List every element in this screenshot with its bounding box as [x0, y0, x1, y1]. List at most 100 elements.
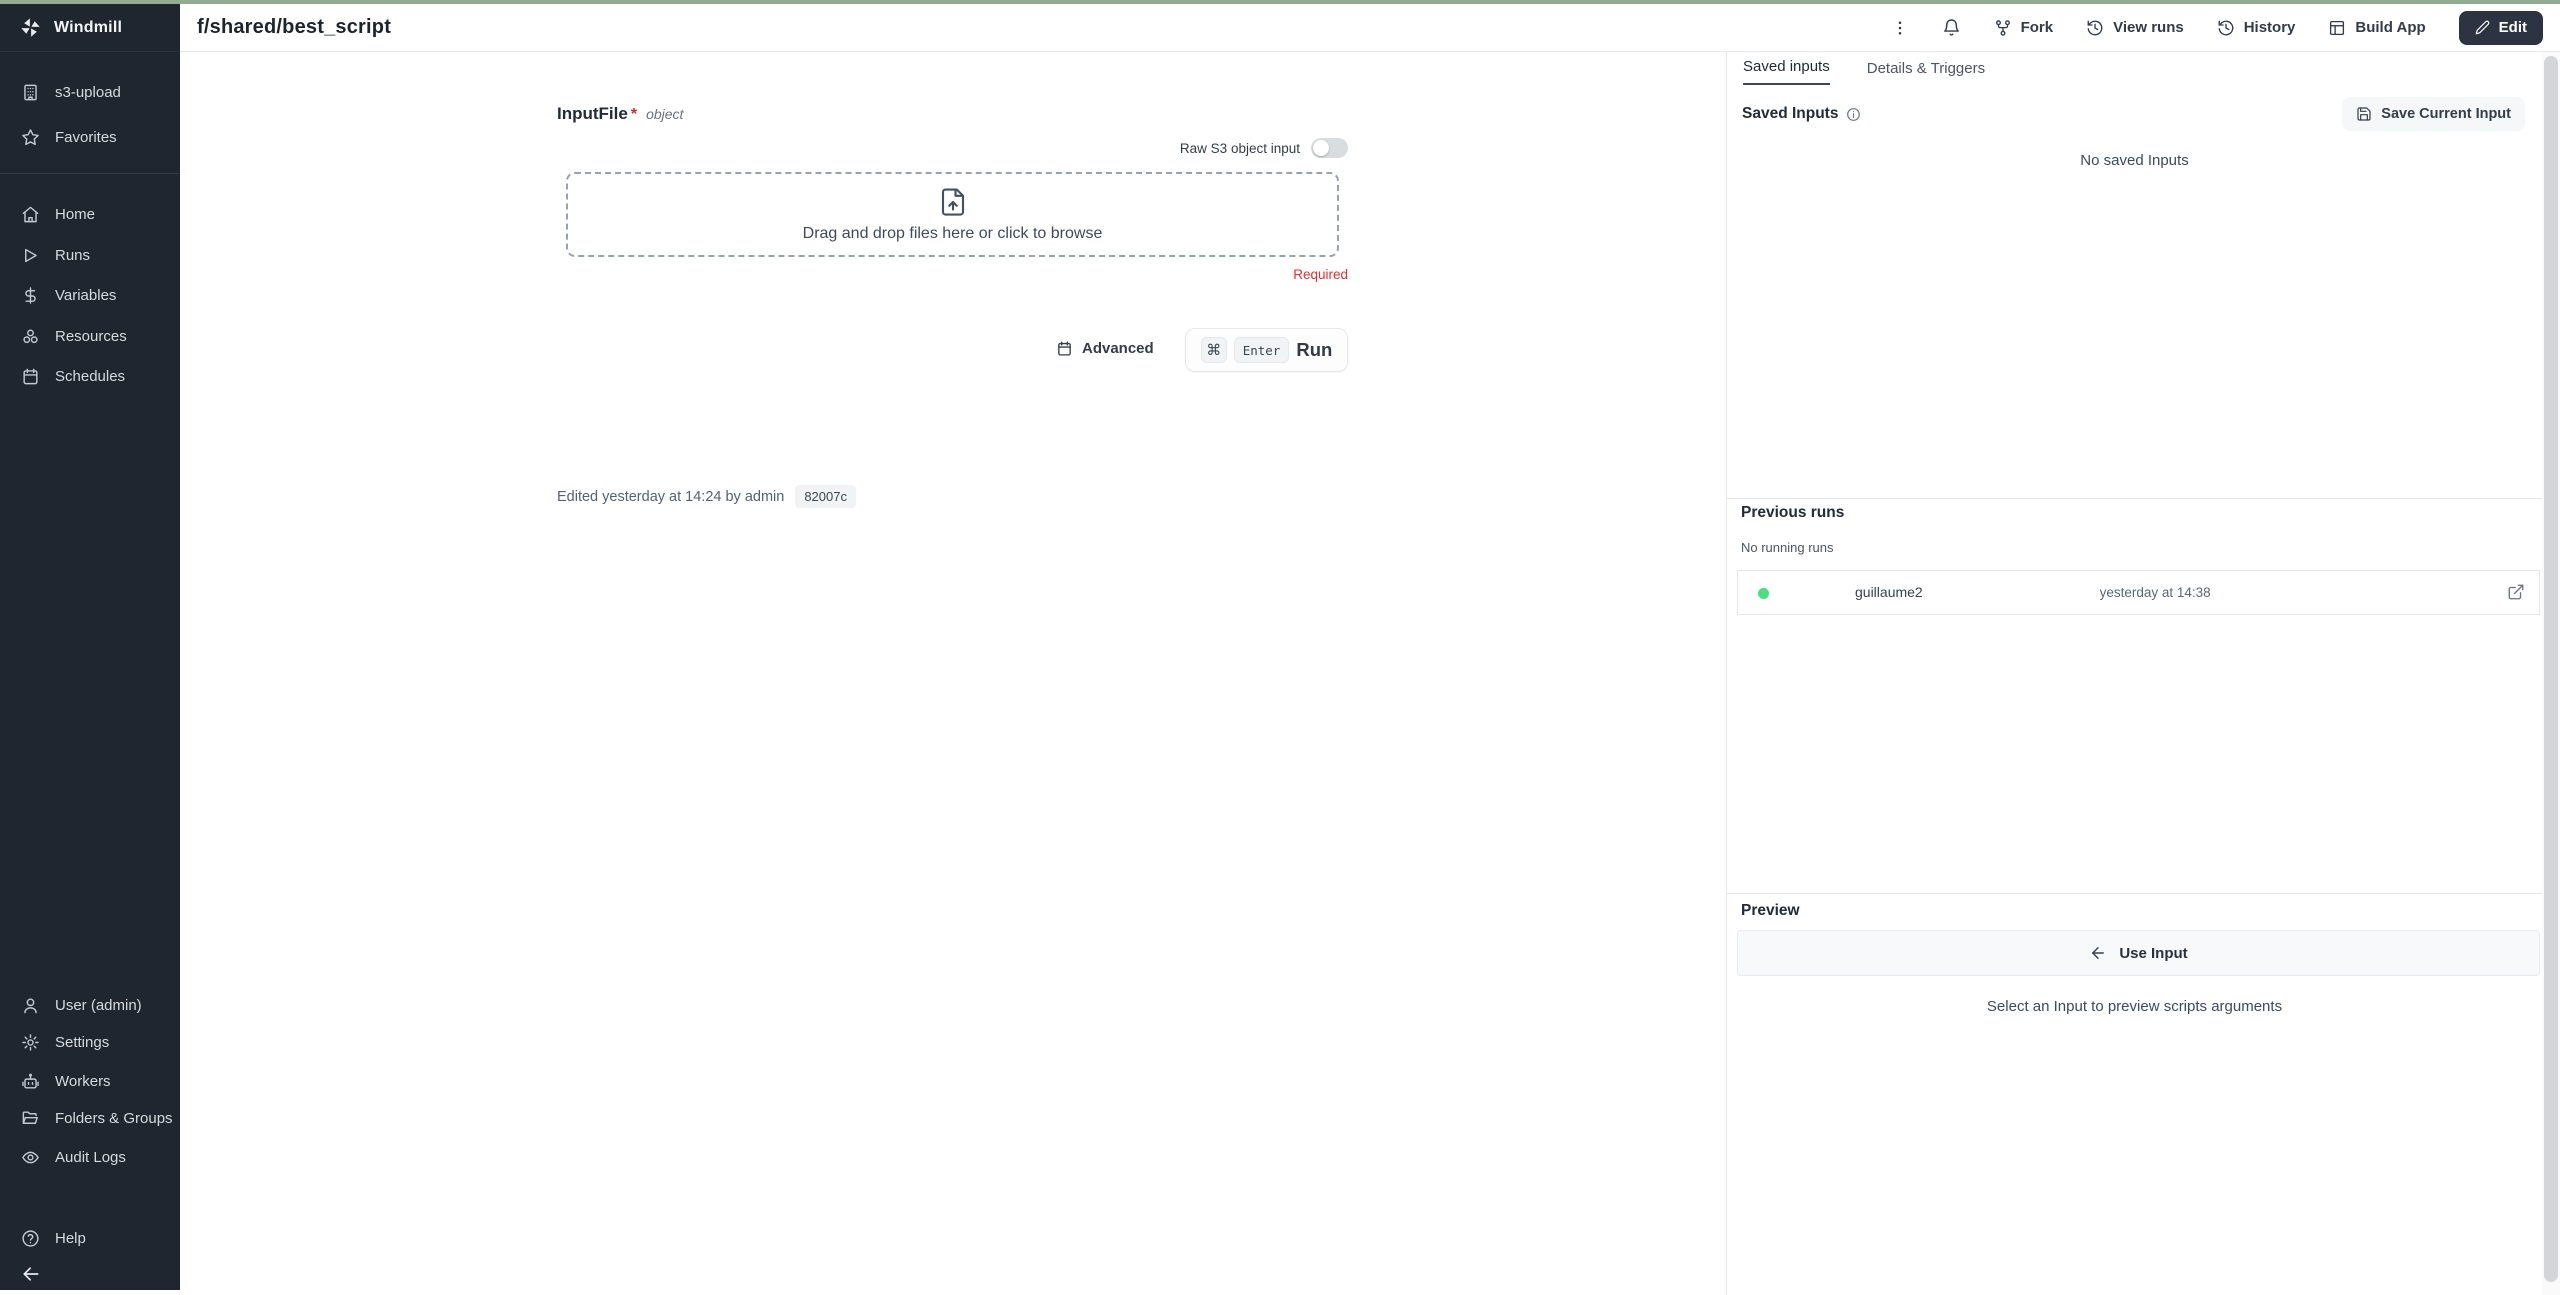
sidebar-item-label: Audit Logs	[55, 1148, 126, 1166]
run-timestamp: yesterday at 14:38	[2099, 585, 2211, 600]
sidebar-item-folders-groups[interactable]: Folders & Groups	[0, 1104, 180, 1132]
advanced-button[interactable]: Advanced	[1056, 340, 1154, 357]
history-clock-icon	[2086, 19, 2104, 37]
tab-saved-inputs[interactable]: Saved inputs	[1743, 58, 1830, 85]
enter-key-chip: Enter	[1233, 337, 1290, 363]
save-icon	[2356, 106, 2372, 122]
view-runs-label: View runs	[2113, 19, 2184, 36]
advanced-label: Advanced	[1082, 340, 1154, 357]
sidebar-item-favorites[interactable]: Favorites	[0, 123, 180, 151]
windmill-logo-icon	[20, 17, 41, 38]
building-icon	[21, 83, 40, 102]
sidebar-item-variables[interactable]: Variables	[0, 281, 180, 309]
sidebar-item-label: Runs	[55, 246, 91, 264]
panel-divider	[1727, 498, 2542, 499]
play-icon	[21, 246, 40, 265]
edit-button[interactable]: Edit	[2458, 10, 2543, 45]
raw-s3-row: Raw S3 object input	[1100, 138, 1348, 158]
history-button[interactable]: History	[2217, 19, 2296, 37]
sidebar-item-home[interactable]: Home	[0, 200, 180, 228]
cmd-key-chip: ⌘	[1200, 337, 1227, 363]
resources-icon	[21, 327, 40, 346]
raw-s3-toggle-label: Raw S3 object input	[1179, 140, 1300, 156]
sidebar-item-label: Resources	[55, 327, 127, 345]
previous-runs-heading: Previous runs	[1741, 504, 1845, 521]
info-icon[interactable]	[1846, 107, 1861, 122]
toggle-knob	[1313, 140, 1329, 156]
tab-details-triggers[interactable]: Details & Triggers	[1866, 60, 1986, 77]
file-dropzone[interactable]: Drag and drop files here or click to bro…	[566, 172, 1339, 257]
edit-label: Edit	[2498, 19, 2527, 36]
required-error: Required	[1293, 267, 1348, 282]
layout-panels-icon	[2328, 19, 2346, 37]
gear-icon	[21, 1033, 40, 1052]
sidebar-item-help[interactable]: Help	[0, 1224, 180, 1252]
edited-text: Edited yesterday at 14:24 by admin	[557, 488, 785, 505]
required-asterisk: *	[630, 106, 638, 123]
dropzone-text: Drag and drop files here or click to bro…	[802, 225, 1103, 242]
robot-icon	[21, 1072, 40, 1091]
history-clock-icon	[2217, 19, 2235, 37]
sidebar-item-label: Home	[55, 205, 96, 223]
sidebar-item-label: Schedules	[55, 367, 126, 385]
brand-home-link[interactable]: Windmill	[0, 4, 180, 52]
previous-run-row[interactable]: guillaume2 yesterday at 14:38	[1737, 570, 2540, 615]
use-input-button[interactable]: Use Input	[1737, 930, 2540, 976]
page-title: f/shared/best_script	[197, 16, 392, 38]
raw-s3-toggle[interactable]	[1311, 138, 1348, 158]
saved-inputs-empty-state: No saved Inputs	[2080, 152, 2189, 169]
run-user: guillaume2	[1855, 584, 1923, 600]
sidebar-item-workers[interactable]: Workers	[0, 1067, 180, 1095]
panel-tabs: Saved inputs Details & Triggers	[1727, 52, 2542, 85]
external-link-icon[interactable]	[2507, 583, 2525, 601]
sidebar-item-label: s3-upload	[55, 83, 121, 101]
sidebar-item-schedules[interactable]: Schedules	[0, 362, 180, 390]
edited-row: Edited yesterday at 14:24 by admin 82007…	[557, 485, 856, 508]
arrow-left-icon	[2089, 944, 2107, 962]
topbar-actions: Fork View runs History	[1891, 4, 2543, 51]
git-fork-icon	[1994, 19, 2012, 37]
sidebar-item-label: Workers	[55, 1072, 111, 1090]
field-name: InputFile	[557, 104, 628, 123]
sidebar-collapse-button[interactable]	[0, 1260, 180, 1288]
saved-inputs-heading: Saved Inputs	[1742, 105, 1839, 122]
topbar: f/shared/best_script Fork	[180, 4, 2560, 52]
sidebar-item-user[interactable]: User (admin)	[0, 991, 180, 1019]
sidebar-item-label: User (admin)	[55, 996, 142, 1014]
window-accent-strip	[0, 0, 2560, 4]
notifications-bell-icon[interactable]	[1942, 18, 1961, 37]
calendar-icon	[1056, 340, 1073, 357]
eye-icon	[21, 1148, 40, 1167]
save-current-input-button[interactable]: Save Current Input	[2342, 97, 2525, 131]
sidebar-item-workspace[interactable]: s3-upload	[0, 78, 180, 106]
more-menu-icon[interactable]	[1891, 19, 1909, 37]
panel-divider	[1727, 893, 2542, 894]
home-icon	[21, 205, 40, 224]
run-button[interactable]: ⌘ Enter Run	[1185, 328, 1348, 372]
brand-label: Windmill	[54, 18, 123, 36]
sidebar-item-settings[interactable]: Settings	[0, 1028, 180, 1056]
use-input-label: Use Input	[2119, 944, 2188, 962]
preview-heading: Preview	[1741, 902, 1800, 919]
preview-hint: Select an Input to preview scripts argum…	[1986, 998, 2283, 1015]
build-app-button[interactable]: Build App	[2328, 19, 2426, 37]
scrollbar-thumb[interactable]	[2544, 56, 2558, 1282]
history-label: History	[2243, 19, 2296, 36]
folder-open-icon	[21, 1109, 40, 1128]
star-icon	[21, 128, 40, 147]
sidebar-divider	[0, 173, 180, 174]
fork-label: Fork	[2020, 19, 2054, 36]
sidebar-item-audit-logs[interactable]: Audit Logs	[0, 1143, 180, 1171]
view-runs-button[interactable]: View runs	[2086, 19, 2184, 37]
saved-inputs-header: Saved Inputs Save Current Input	[1742, 96, 2525, 132]
fork-button[interactable]: Fork	[1994, 19, 2054, 37]
sidebar-item-runs[interactable]: Runs	[0, 241, 180, 269]
run-label: Run	[1296, 339, 1333, 360]
calendar-icon	[21, 367, 40, 386]
sidebar-item-resources[interactable]: Resources	[0, 322, 180, 350]
file-upload-icon	[938, 186, 968, 218]
save-current-input-label: Save Current Input	[2381, 106, 2511, 122]
field-type: object	[646, 106, 684, 122]
pencil-icon	[2475, 20, 2490, 35]
